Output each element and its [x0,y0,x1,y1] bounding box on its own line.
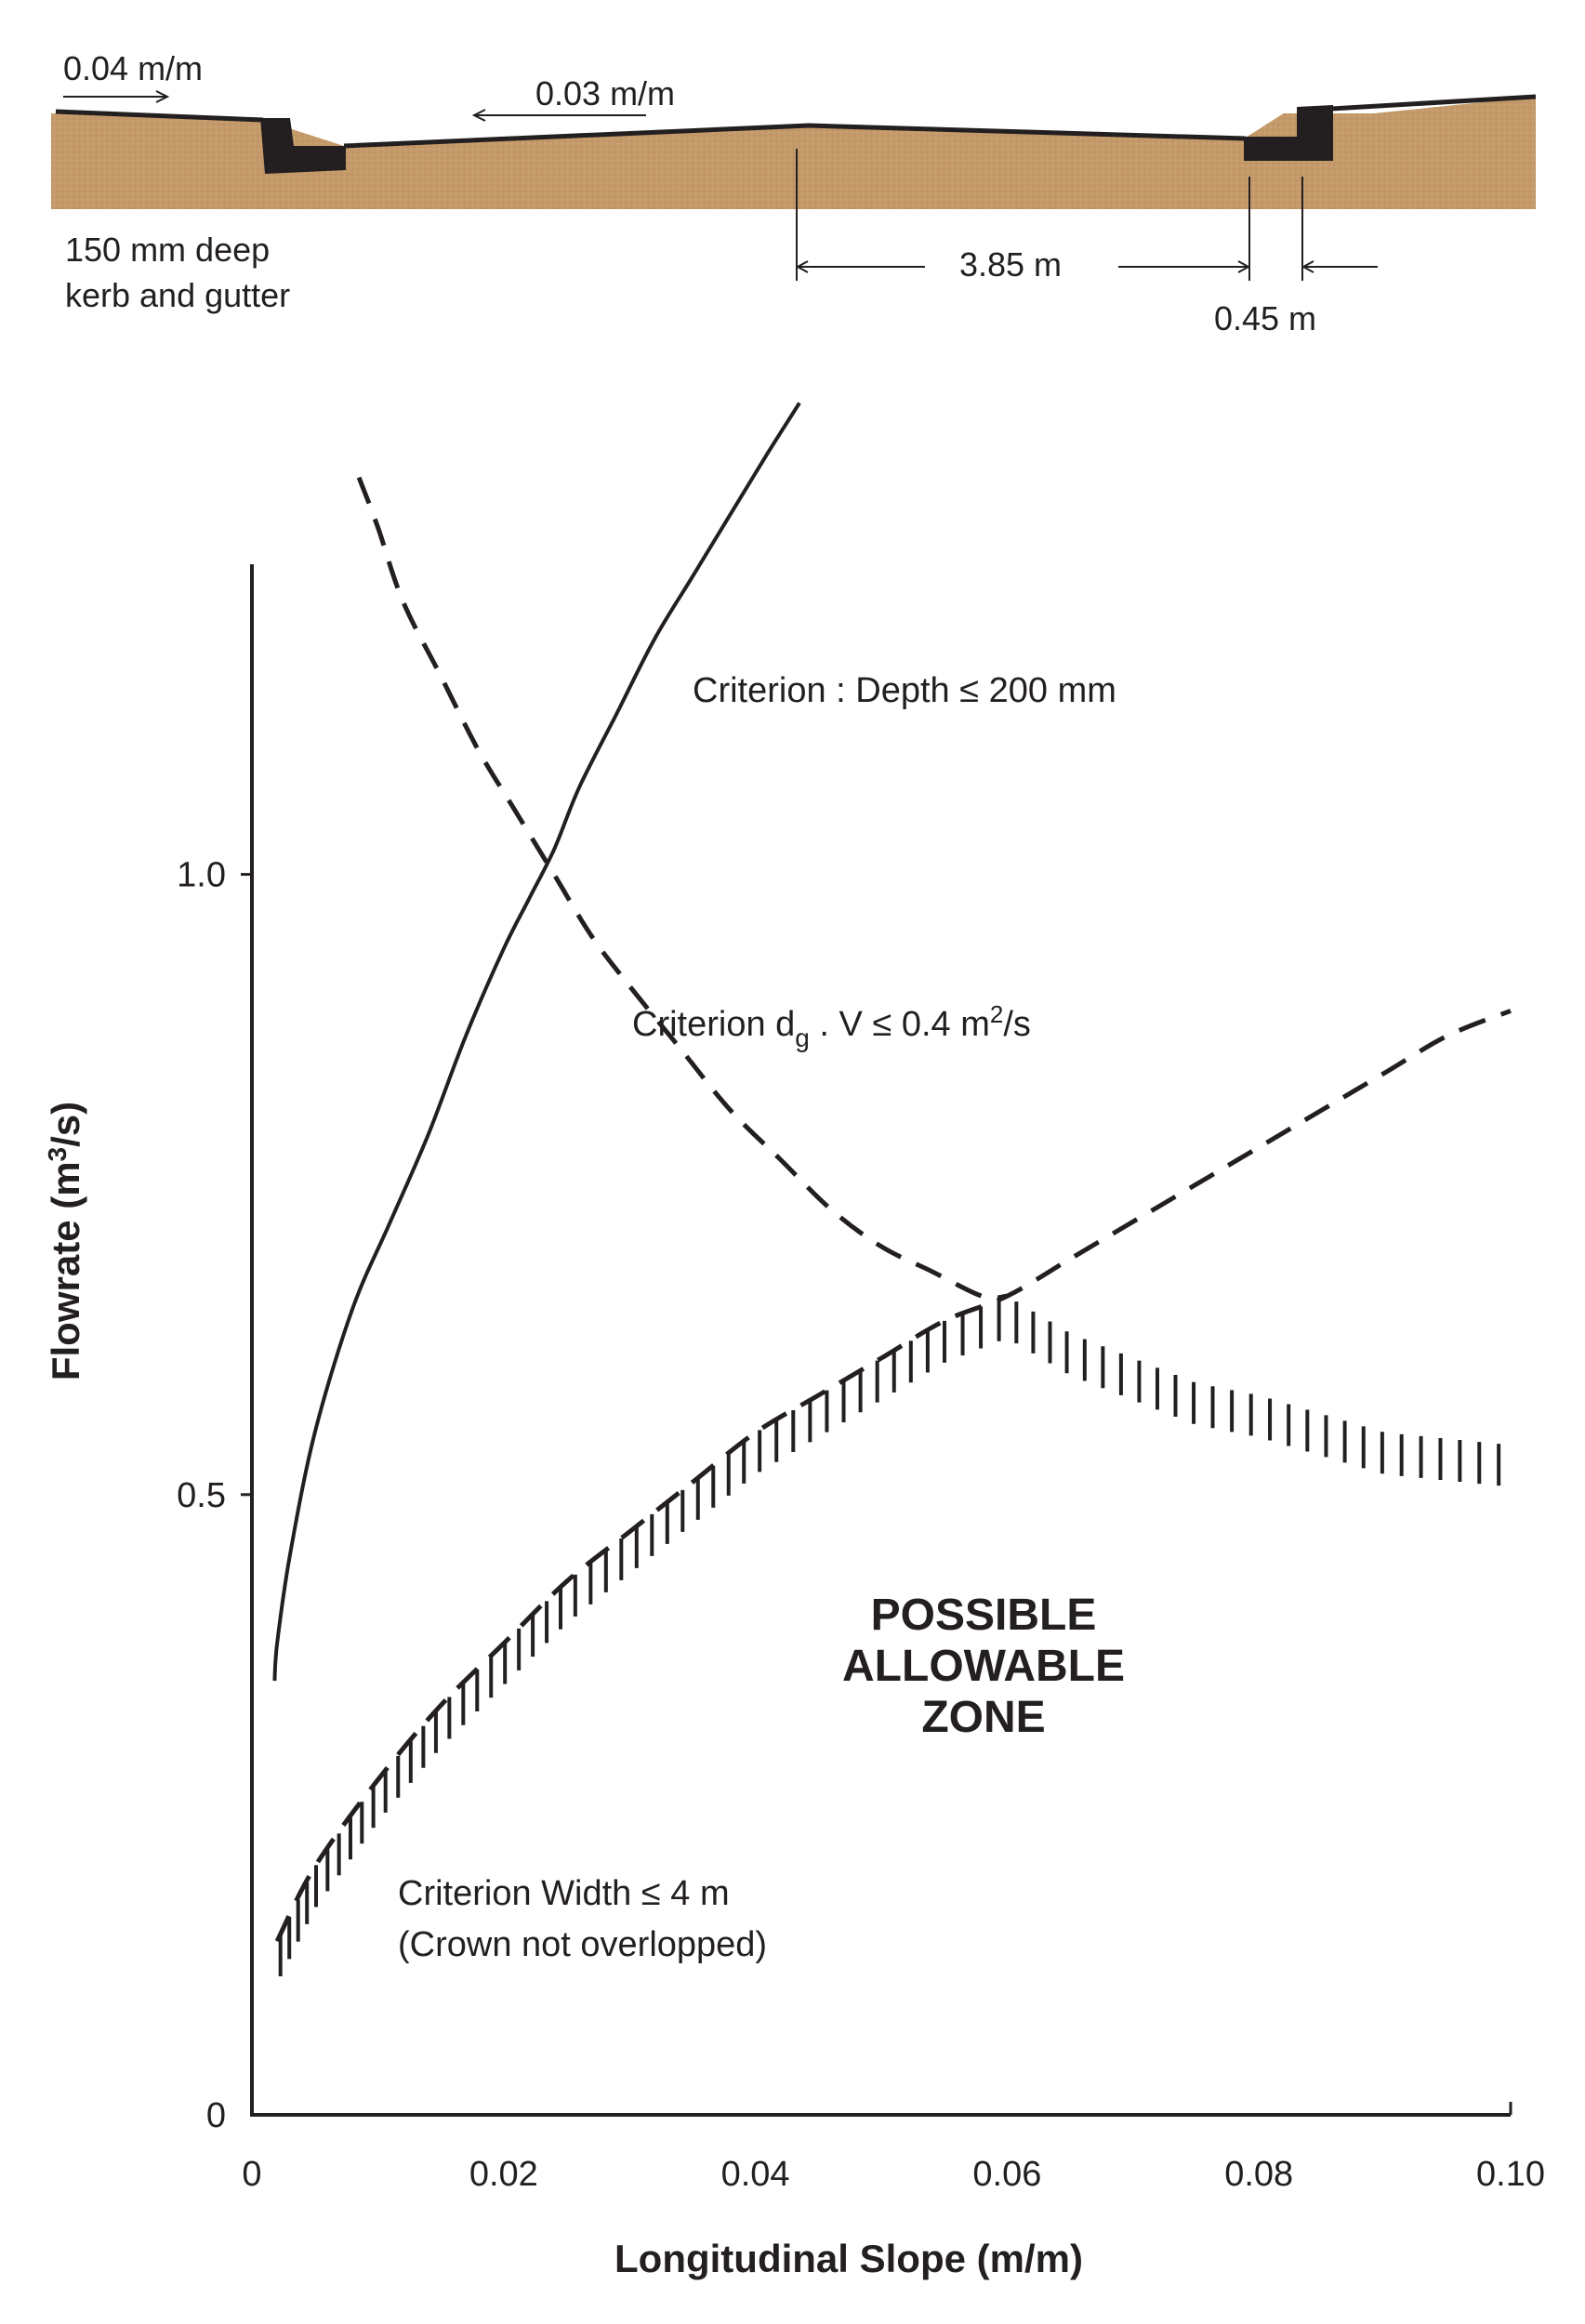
x-tick-label: 0 [242,2155,261,2194]
x-tick-label: 0.10 [1476,2155,1545,2194]
arrow-head-right [471,109,486,122]
dimension-arrowhead [1237,260,1251,273]
road-cross-section: 0.04 m/m 0.03 m/m 150 mm deep kerb and g… [51,0,1537,337]
x-tick-label: 0.08 [1224,2155,1293,2194]
flowrate-chart: 0 0.02 0.04 0.06 0.08 0.10 0 0.5 1.0 Longitudin… [43,402,1545,2280]
x-axis-label: Longitudinal Slope (m/m) [614,2237,1083,2280]
width-criterion-label-line1: Criterion Width ≤ 4 m [398,1874,730,1913]
x-tick-label: 0.04 [721,2155,790,2194]
y-tick-labels: 0 0.5 1.0 [177,856,252,2135]
pavement-soil-mask [51,0,1536,146]
allowable-zone-hatching [278,1299,1501,1977]
y-tick-label: 0.5 [177,1476,226,1515]
criterion-curve-depth [272,402,801,1682]
axes [250,564,1512,2117]
zone-label-line3: ZONE [921,1693,1045,1742]
dimension-half-width-label: 3.85 m [959,245,1062,284]
right-kerb-and-gutter [1244,105,1333,161]
dimension-arrowhead [1301,260,1314,273]
pavement-surface-line [1330,94,1537,112]
criterion-curve-dgv [356,476,1008,1301]
y-tick-label: 0 [206,2096,226,2135]
y-tick-label: 1.0 [177,856,226,895]
x-tick-label: 0.06 [972,2155,1041,2194]
crossfall-left-label: 0.04 m/m [63,49,203,87]
pavement-surface-line [343,123,1247,149]
pavement-surface-line [55,109,264,123]
arrow-head-left [155,90,170,103]
criteria-curves [272,402,1512,1943]
x-tick-labels: 0 0.02 0.04 0.06 0.08 0.10 [242,2155,1545,2194]
crossfall-right-label: 0.03 m/m [535,74,675,112]
width-criterion-label-line2: (Crown not overlopped) [398,1925,767,1964]
kerb-label-line2: kerb and gutter [65,276,290,314]
x-tick-label: 0.02 [469,2155,538,2194]
zone-label-line1: POSSIBLE [871,1591,1097,1640]
depth-criterion-label: Criterion : Depth ≤ 200 mm [693,671,1116,710]
zone-label-line2: ALLOWABLE [842,1642,1125,1691]
dimension-gutter-label: 0.45 m [1214,299,1316,337]
y-axis-label: Flowrate (m3/s) [43,1102,87,1380]
dgv-criterion-label: Criterion dg . V ≤ 0.4 m2/s [632,1000,1031,1052]
dimension-arrowhead [795,260,809,273]
kerb-label-line1: 150 mm deep [65,231,270,269]
criterion-curve-width [274,1009,1512,1943]
left-kerb-and-gutter [260,118,346,174]
